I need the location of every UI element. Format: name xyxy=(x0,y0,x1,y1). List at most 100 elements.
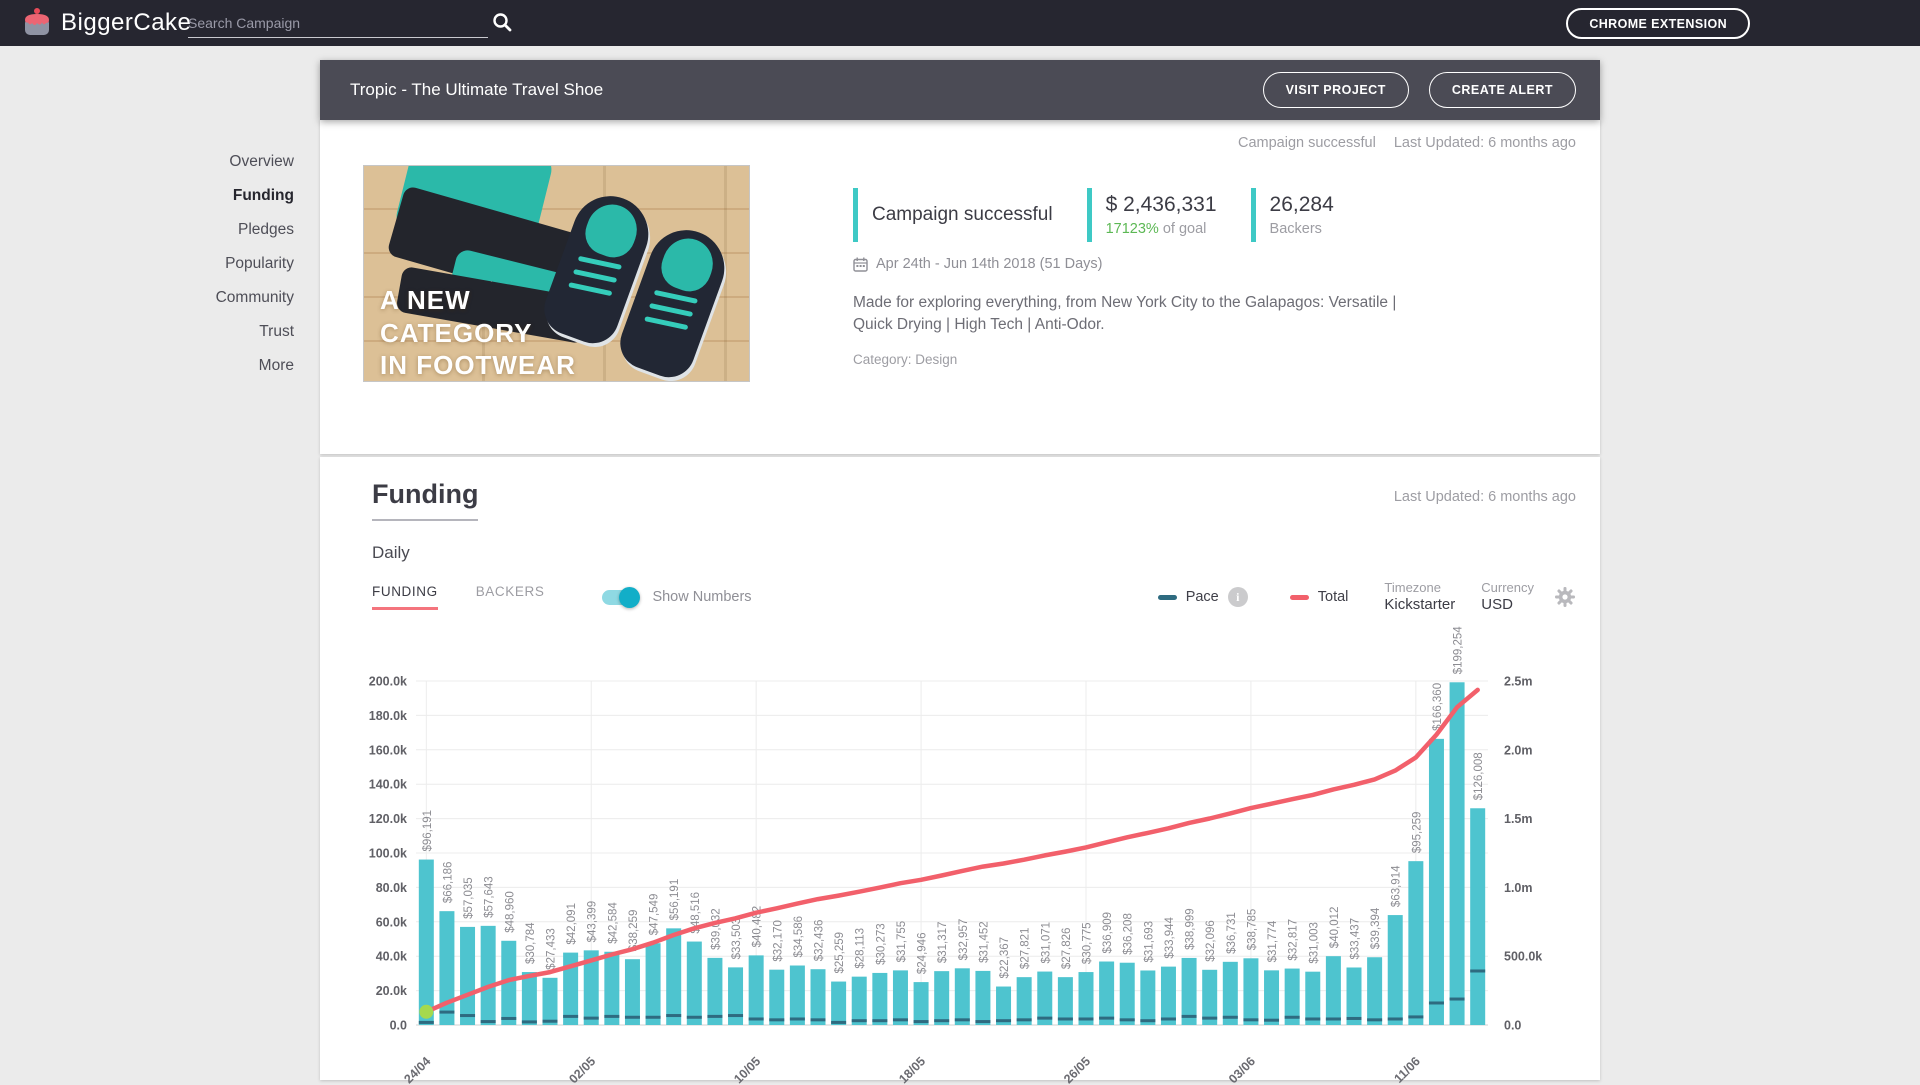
svg-text:02/05: 02/05 xyxy=(566,1054,598,1085)
svg-text:$32,170: $32,170 xyxy=(772,920,784,962)
svg-text:$27,826: $27,826 xyxy=(1061,928,1073,970)
chart-controls-row: FUNDING BACKERS Show Numbers Pace i Tota… xyxy=(372,577,1576,617)
campaign-header-actions: VISIT PROJECT CREATE ALERT xyxy=(1262,72,1576,108)
sidebar-item-more[interactable]: More xyxy=(258,357,294,374)
funding-section-title: Funding xyxy=(372,479,479,521)
overview-status-row: Campaign successful Last Updated: 6 mont… xyxy=(1238,135,1576,151)
stat-raised-value: $ 2,436,331 xyxy=(1105,193,1217,216)
show-numbers-label: Show Numbers xyxy=(652,589,752,605)
create-alert-button[interactable]: CREATE ALERT xyxy=(1428,72,1576,108)
sidebar-nav: Overview Funding Pledges Popularity Communit… xyxy=(0,151,294,377)
svg-text:$22,367: $22,367 xyxy=(999,937,1011,979)
stat-goal-pct: 17123% xyxy=(1105,221,1159,237)
svg-text:$40,482: $40,482 xyxy=(752,906,764,948)
svg-text:2.0m: 2.0m xyxy=(1504,743,1533,757)
campaign-stats: Campaign successful $ 2,436,331 17123% o… xyxy=(853,188,1334,242)
svg-text:$95,259: $95,259 xyxy=(1411,812,1423,854)
search-input[interactable] xyxy=(188,8,488,38)
chrome-extension-button[interactable]: CHROME EXTENSION xyxy=(1566,8,1750,39)
svg-text:1.0m: 1.0m xyxy=(1504,881,1533,895)
svg-text:$34,586: $34,586 xyxy=(793,916,805,958)
svg-text:$31,317: $31,317 xyxy=(937,922,949,964)
tab-funding[interactable]: FUNDING xyxy=(372,584,438,610)
svg-text:$30,273: $30,273 xyxy=(875,923,887,965)
stat-backers-label: Backers xyxy=(1269,221,1322,237)
svg-text:$42,091: $42,091 xyxy=(566,903,578,945)
svg-text:$43,399: $43,399 xyxy=(587,901,599,943)
svg-text:500.0k: 500.0k xyxy=(1504,950,1542,964)
total-legend-swatch xyxy=(1289,594,1309,600)
svg-text:24/04: 24/04 xyxy=(401,1054,433,1085)
svg-text:$32,817: $32,817 xyxy=(1288,919,1300,961)
currency-setting[interactable]: Currency USD xyxy=(1481,580,1534,613)
campaign-title: Tropic - The Ultimate Travel Shoe xyxy=(350,80,604,99)
svg-text:11/06: 11/06 xyxy=(1391,1054,1423,1085)
funding-chart: 0.0 20.0k 40.0k 60.0k 80.0k 100.0k 120.0k 140.0… xyxy=(369,626,1543,1085)
svg-text:$126,008: $126,008 xyxy=(1473,752,1485,800)
svg-text:140.0k: 140.0k xyxy=(369,778,407,792)
total-legend-label: Total xyxy=(1317,589,1349,605)
sidebar-item-funding[interactable]: Funding xyxy=(232,187,294,204)
sidebar-item-popularity[interactable]: Popularity xyxy=(225,255,294,272)
svg-text:$30,775: $30,775 xyxy=(1082,922,1094,964)
timezone-setting[interactable]: Timezone Kickstarter xyxy=(1384,580,1456,613)
svg-text:$31,693: $31,693 xyxy=(1143,921,1155,963)
svg-text:$25,259: $25,259 xyxy=(834,932,846,974)
sidebar-item-overview[interactable]: Overview xyxy=(229,153,294,170)
gear-icon[interactable] xyxy=(1554,586,1576,608)
calendar-icon xyxy=(853,257,868,272)
svg-text:$33,503: $33,503 xyxy=(731,918,743,960)
pace-legend-label: Pace xyxy=(1185,589,1219,605)
campaign-date-range: Apr 24th - Jun 14th 2018 (51 Days) xyxy=(876,256,1103,272)
sidebar-item-pledges[interactable]: Pledges xyxy=(237,221,294,238)
svg-text:$33,437: $33,437 xyxy=(1350,918,1362,960)
campaign-header-bar: Tropic - The Ultimate Travel Shoe VISIT … xyxy=(320,60,1600,120)
svg-text:$38,785: $38,785 xyxy=(1246,909,1258,951)
svg-text:$32,096: $32,096 xyxy=(1205,920,1217,962)
svg-text:$66,186: $66,186 xyxy=(442,862,454,904)
campaign-overview-card: Campaign successful Last Updated: 6 mont… xyxy=(320,120,1600,454)
svg-text:$32,957: $32,957 xyxy=(958,919,970,961)
campaign-dates: Apr 24th - Jun 14th 2018 (51 Days) xyxy=(853,256,1103,272)
svg-text:20.0k: 20.0k xyxy=(376,984,407,998)
svg-text:$39,394: $39,394 xyxy=(1370,907,1382,949)
svg-text:100.0k: 100.0k xyxy=(369,847,407,861)
tab-backers[interactable]: BACKERS xyxy=(475,584,545,599)
svg-text:$57,643: $57,643 xyxy=(484,876,496,918)
top-nav: BiggerCake CHROME EXTENSION xyxy=(0,0,1920,46)
photo-caption: A NEW CATEGORY IN FOOTWEAR xyxy=(380,285,576,380)
svg-text:$36,208: $36,208 xyxy=(1123,913,1135,955)
stat-raised: $ 2,436,331 17123% of goal xyxy=(1086,188,1217,242)
svg-text:160.0k: 160.0k xyxy=(369,743,407,757)
svg-text:$42,584: $42,584 xyxy=(607,902,619,944)
last-updated-text: Last Updated: 6 months ago xyxy=(1393,135,1576,151)
brand-logo[interactable]: BiggerCake xyxy=(22,7,191,39)
svg-text:10/05: 10/05 xyxy=(731,1054,763,1085)
visit-project-button[interactable]: VISIT PROJECT xyxy=(1262,72,1409,108)
svg-text:0.0: 0.0 xyxy=(1504,1019,1521,1033)
pace-info-icon[interactable]: i xyxy=(1227,587,1248,607)
chart-legend: Pace i Total Timezone Kickstarter Curren… xyxy=(1157,580,1576,614)
svg-text:$48,960: $48,960 xyxy=(504,891,516,933)
svg-text:$38,259: $38,259 xyxy=(628,910,640,952)
svg-text:18/05: 18/05 xyxy=(896,1054,928,1085)
funding-last-updated: Last Updated: 6 months ago xyxy=(1393,489,1576,505)
cake-icon xyxy=(25,8,49,35)
stat-backers: 26,284 Backers xyxy=(1250,188,1334,242)
show-numbers-toggle[interactable] xyxy=(602,586,641,608)
funding-frequency: Daily xyxy=(372,543,410,562)
svg-text:2.5m: 2.5m xyxy=(1504,675,1533,689)
sidebar-item-trust[interactable]: Trust xyxy=(259,323,294,340)
search-icon[interactable] xyxy=(492,12,512,32)
stat-status: Campaign successful xyxy=(853,188,1053,242)
svg-text:40.0k: 40.0k xyxy=(376,950,407,964)
sidebar-item-community[interactable]: Community xyxy=(215,289,294,306)
svg-text:26/05: 26/05 xyxy=(1061,1054,1093,1085)
stat-goal-suffix: of goal xyxy=(1158,221,1207,237)
svg-text:$36,731: $36,731 xyxy=(1226,912,1238,954)
svg-text:$40,012: $40,012 xyxy=(1329,907,1341,949)
svg-text:120.0k: 120.0k xyxy=(369,812,407,826)
svg-text:$27,821: $27,821 xyxy=(1020,928,1032,970)
svg-text:$28,113: $28,113 xyxy=(855,928,867,969)
svg-text:$96,191: $96,191 xyxy=(422,810,434,852)
